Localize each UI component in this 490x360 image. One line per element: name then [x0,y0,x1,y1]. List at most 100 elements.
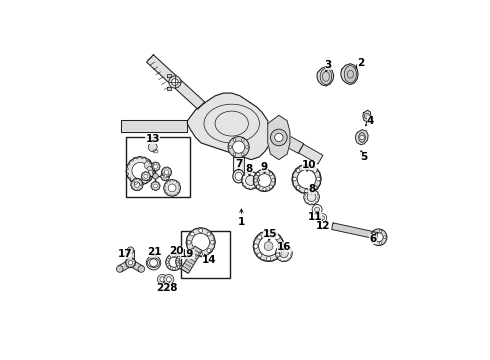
Circle shape [318,214,327,222]
Text: 3: 3 [324,60,332,70]
Circle shape [191,232,195,236]
Circle shape [160,277,165,282]
Circle shape [275,133,283,141]
Circle shape [186,266,189,269]
Circle shape [242,153,244,156]
Circle shape [148,143,157,152]
Circle shape [275,245,292,262]
Circle shape [125,258,136,268]
Ellipse shape [147,167,153,170]
Circle shape [258,174,271,187]
Polygon shape [181,246,202,273]
Circle shape [305,165,309,169]
Circle shape [177,256,180,259]
Circle shape [304,189,319,205]
Circle shape [256,172,260,176]
Circle shape [179,266,182,269]
Circle shape [360,135,364,140]
Circle shape [269,172,272,176]
Circle shape [199,252,203,256]
Circle shape [144,161,152,169]
Circle shape [229,146,232,149]
Circle shape [168,184,176,192]
Circle shape [296,168,300,172]
Text: 1: 1 [238,217,245,227]
Circle shape [383,236,386,239]
Circle shape [307,193,316,202]
Circle shape [320,216,324,220]
Polygon shape [187,93,270,159]
Circle shape [147,256,161,270]
Text: 11: 11 [308,212,322,222]
Circle shape [186,255,189,257]
Circle shape [168,256,171,259]
Circle shape [149,259,157,267]
Circle shape [315,207,319,212]
Circle shape [168,266,171,268]
Circle shape [297,170,316,188]
Circle shape [164,180,180,196]
Circle shape [233,153,236,156]
Ellipse shape [359,132,366,142]
Circle shape [179,261,182,264]
Polygon shape [167,74,171,77]
Circle shape [317,177,320,181]
Text: 4: 4 [367,116,374,126]
Polygon shape [167,87,171,90]
Polygon shape [147,55,205,109]
Circle shape [372,239,375,242]
Circle shape [313,185,317,189]
Text: 10: 10 [302,160,317,170]
Circle shape [157,274,168,284]
Circle shape [153,174,158,179]
Circle shape [187,240,191,244]
Circle shape [245,146,248,149]
Circle shape [189,260,192,263]
Circle shape [257,253,262,257]
Circle shape [267,257,271,261]
Text: 16: 16 [277,242,292,252]
Bar [126,138,190,197]
Circle shape [296,185,300,189]
Polygon shape [127,250,134,263]
Circle shape [144,174,147,178]
Circle shape [199,229,203,233]
Circle shape [271,179,275,182]
Polygon shape [268,127,304,153]
Circle shape [117,266,123,272]
Text: 7: 7 [235,159,243,169]
Circle shape [257,235,262,239]
Text: 8: 8 [308,184,315,194]
Circle shape [192,233,210,251]
Bar [181,231,230,278]
Text: 19: 19 [180,249,195,259]
Circle shape [172,267,175,270]
Circle shape [242,139,244,141]
Circle shape [164,170,169,174]
Circle shape [207,248,211,252]
Circle shape [259,236,279,256]
Circle shape [176,260,179,263]
Polygon shape [317,67,334,86]
Circle shape [233,141,245,153]
Circle shape [270,129,287,146]
Polygon shape [233,157,244,172]
Circle shape [313,168,317,172]
Circle shape [151,181,160,190]
Circle shape [172,254,175,257]
Circle shape [269,185,272,188]
Circle shape [372,232,375,235]
Circle shape [275,253,280,257]
Text: 5: 5 [360,152,367,162]
Circle shape [374,233,383,242]
Text: 15: 15 [263,229,278,239]
Circle shape [210,240,214,244]
Circle shape [279,244,284,248]
Circle shape [256,185,260,188]
Circle shape [172,79,178,85]
Circle shape [169,257,179,267]
Text: 8: 8 [245,164,252,174]
Text: 21: 21 [147,247,162,257]
Polygon shape [118,260,132,272]
Circle shape [312,204,322,215]
